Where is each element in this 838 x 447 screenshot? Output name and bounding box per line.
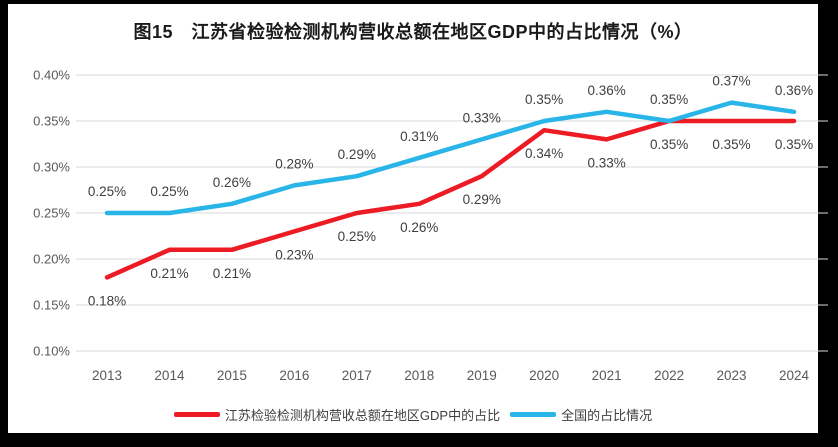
line-chart: 0.40% 0.35% 0.30% 0.25% 0.20% 0.15% 0.10% 2013 2… xyxy=(33,68,828,383)
x-tick-label: 2023 xyxy=(717,368,747,383)
data-label: 0.34% xyxy=(525,146,563,161)
data-label: 0.36% xyxy=(587,83,625,98)
x-tick-label: 2018 xyxy=(404,368,434,383)
data-label: 0.23% xyxy=(275,247,313,262)
y-tick-label: 0.40% xyxy=(33,68,70,83)
data-label: 0.29% xyxy=(338,147,376,162)
data-label: 0.26% xyxy=(400,220,438,235)
y-tick-label: 0.30% xyxy=(33,160,70,175)
y-tick-label: 0.10% xyxy=(33,344,70,359)
x-tick-label: 2024 xyxy=(779,368,810,383)
data-label: 0.37% xyxy=(712,74,750,89)
x-tick-label: 2014 xyxy=(154,368,185,383)
data-label: 0.33% xyxy=(463,110,501,125)
y-tick-label: 0.15% xyxy=(33,298,70,313)
data-label: 0.35% xyxy=(712,137,750,152)
data-label: 0.25% xyxy=(150,184,188,199)
x-tick-label: 2013 xyxy=(92,368,122,383)
data-label: 0.35% xyxy=(525,92,563,107)
data-label: 0.35% xyxy=(650,92,688,107)
data-label: 0.21% xyxy=(150,266,188,281)
data-label: 0.25% xyxy=(88,184,126,199)
legend-line-swatch-blue xyxy=(510,412,557,417)
data-label: 0.28% xyxy=(275,156,313,171)
plot-background: 图15 江苏省检验检测机构营收总额在地区GDP中的占比情况（%） 0.40% 0.… xyxy=(8,4,828,433)
data-label: 0.35% xyxy=(650,137,688,152)
legend-line-swatch-red xyxy=(173,412,220,417)
series-line xyxy=(104,100,797,216)
data-label: 0.25% xyxy=(338,229,376,244)
legend-item-jiangsu: 江苏检验检测机构营收总额在地区GDP中的占比 xyxy=(173,405,501,424)
x-tick-label: 2019 xyxy=(467,368,497,383)
chart-legend: 江苏检验检测机构营收总额在地区GDP中的占比 全国的占比情况 xyxy=(8,405,818,424)
x-tick-label: 2020 xyxy=(529,368,559,383)
x-tick-label: 2016 xyxy=(279,368,309,383)
data-label: 0.31% xyxy=(400,129,438,144)
legend-label-national: 全国的占比情况 xyxy=(561,408,653,423)
series-line xyxy=(104,118,797,280)
data-label: 0.18% xyxy=(88,293,126,308)
legend-item-national: 全国的占比情况 xyxy=(510,405,652,424)
data-label: 0.29% xyxy=(463,192,501,207)
x-tick-label: 2021 xyxy=(592,368,622,383)
x-tick-label: 2017 xyxy=(342,368,372,383)
y-tick-label: 0.20% xyxy=(33,252,70,267)
y-tick-label: 0.25% xyxy=(33,206,70,221)
data-label: 0.36% xyxy=(775,83,813,98)
chart-title: 图15 江苏省检验检测机构营收总额在地区GDP中的占比情况（%） xyxy=(133,22,693,42)
y-tick-label: 0.35% xyxy=(33,114,70,129)
legend-label-jiangsu: 江苏检验检测机构营收总额在地区GDP中的占比 xyxy=(224,408,501,423)
data-label: 0.26% xyxy=(213,175,251,190)
data-label: 0.33% xyxy=(587,155,625,170)
x-tick-label: 2015 xyxy=(217,368,247,383)
data-label: 0.35% xyxy=(775,137,813,152)
x-tick-label: 2022 xyxy=(654,368,684,383)
data-label: 0.21% xyxy=(213,266,251,281)
